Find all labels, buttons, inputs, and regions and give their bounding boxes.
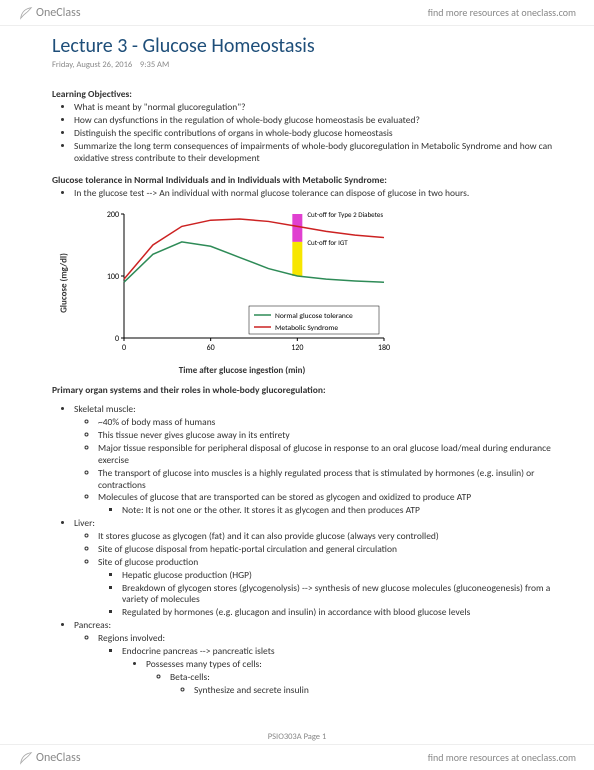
svg-text:200: 200 — [107, 210, 119, 220]
list-item: Molecules of glucose that are transporte… — [98, 492, 564, 517]
svg-text:0: 0 — [122, 343, 126, 353]
list-item: Synthesize and secrete insulin — [194, 685, 564, 697]
list-item: Hepatic glucose production (HGP) — [122, 570, 564, 582]
pancreas-label: Pancreas: — [74, 619, 111, 631]
list-item-text: Beta-cells: — [170, 671, 210, 683]
list-item: Distinguish the specific contributions o… — [74, 128, 564, 140]
svg-text:60: 60 — [207, 343, 215, 353]
page-number: PSIO303A Page 1 — [268, 732, 327, 742]
brand-logo-footer: OneClass — [18, 750, 81, 766]
organs-list: Skeletal muscle: ~40% of body mass of hu… — [52, 404, 564, 696]
list-item: This tissue never gives glucose away in … — [98, 430, 564, 442]
pancreas: Pancreas: Regions involved: Endocrine pa… — [74, 620, 564, 696]
header-tagline: find more resources at oneclass.com — [428, 6, 576, 19]
footer-tagline: find more resources at oneclass.com — [428, 751, 576, 764]
svg-text:Normal glucose tolerance: Normal glucose tolerance — [275, 312, 353, 321]
list-item-text: Endocrine pancreas --> pancreatic islets — [122, 645, 275, 657]
list-item: It stores glucose as glycogen (fat) and … — [98, 531, 564, 543]
list-item: ~40% of body mass of humans — [98, 417, 564, 429]
svg-text:Cut-off for Type 2 Diabetes: Cut-off for Type 2 Diabetes — [307, 210, 383, 219]
svg-text:120: 120 — [291, 343, 303, 353]
glucose-chart: Glucose (mg/dl) 0100200060120180Cut-off … — [92, 208, 392, 358]
page-title: Lecture 3 - Glucose Homeostasis — [52, 34, 564, 58]
list-item: Possesses many types of cells: Beta-cell… — [146, 659, 564, 697]
brand-logo: OneClass — [18, 5, 81, 21]
list-item: Major tissue responsible for peripheral … — [98, 443, 564, 467]
brand-name-footer: OneClass — [36, 751, 81, 765]
list-item: Regions involved: Endocrine pancreas -->… — [98, 633, 564, 696]
objectives-list: What is meant by "normal glucoregulation… — [52, 102, 564, 164]
header-bar: OneClass find more resources at oneclass… — [0, 0, 594, 26]
list-item: Site of glucose disposal from hepatic-po… — [98, 544, 564, 556]
footer-bar: OneClass find more resources at oneclass… — [0, 744, 594, 770]
chart-svg: 0 100 200 0 60 120 180 Cut-off for Type 2 Diabe… — [92, 208, 392, 358]
feather-icon — [18, 750, 34, 766]
list-item-text: Site of glucose production — [98, 556, 198, 568]
organs-heading: Primary organ systems and their roles in… — [52, 384, 564, 396]
list-item: Breakdown of glycogen stores (glycogenol… — [122, 583, 564, 607]
page-meta: Friday, August 26, 2016 9:35 AM — [52, 60, 564, 70]
page-time: 9:35 AM — [140, 60, 169, 70]
liver-label: Liver: — [74, 517, 95, 529]
list-item: In the glucose test --> An individual wi… — [74, 188, 564, 200]
tolerance-heading: Glucose tolerance in Normal Individuals … — [52, 174, 564, 186]
objectives-heading: Learning Objectives: — [52, 88, 564, 100]
list-item: Summarize the long term consequences of … — [74, 141, 564, 165]
list-item: How can dysfunctions in the regulation o… — [74, 115, 564, 127]
skeletal-label: Skeletal muscle: — [74, 403, 136, 415]
liver: Liver: It stores glucose as glycogen (fa… — [74, 518, 564, 619]
document-content: Lecture 3 - Glucose Homeostasis Friday, … — [52, 34, 564, 697]
svg-text:180: 180 — [378, 343, 390, 353]
svg-text:100: 100 — [107, 272, 119, 282]
list-item: Note: It is not one or the other. It sto… — [122, 505, 564, 517]
list-item-text: Regions involved: — [98, 632, 165, 644]
page-date: Friday, August 26, 2016 — [52, 60, 132, 70]
feather-icon — [18, 5, 34, 21]
list-item: Endocrine pancreas --> pancreatic islets… — [122, 646, 564, 697]
svg-text:Cut-off for IGT: Cut-off for IGT — [307, 238, 348, 247]
list-item: Site of glucose production Hepatic gluco… — [98, 557, 564, 619]
list-item-text: Molecules of glucose that are transporte… — [98, 491, 471, 503]
list-item: The transport of glucose into muscles is… — [98, 468, 564, 492]
list-item: Regulated by hormones (e.g. glucagon and… — [122, 607, 564, 619]
chart-xlabel: Time after glucose ingestion (min) — [179, 365, 306, 376]
tolerance-list: In the glucose test --> An individual wi… — [52, 188, 564, 200]
skeletal-muscle: Skeletal muscle: ~40% of body mass of hu… — [74, 404, 564, 517]
list-item: Beta-cells: Synthesize and secrete insul… — [170, 672, 564, 697]
brand-name: OneClass — [36, 6, 81, 20]
list-item-text: Possesses many types of cells: — [146, 658, 262, 670]
svg-text:0: 0 — [115, 334, 119, 344]
list-item: What is meant by "normal glucoregulation… — [74, 102, 564, 114]
chart-ylabel: Glucose (mg/dl) — [59, 253, 70, 313]
svg-text:Metabolic Syndrome: Metabolic Syndrome — [275, 324, 338, 333]
